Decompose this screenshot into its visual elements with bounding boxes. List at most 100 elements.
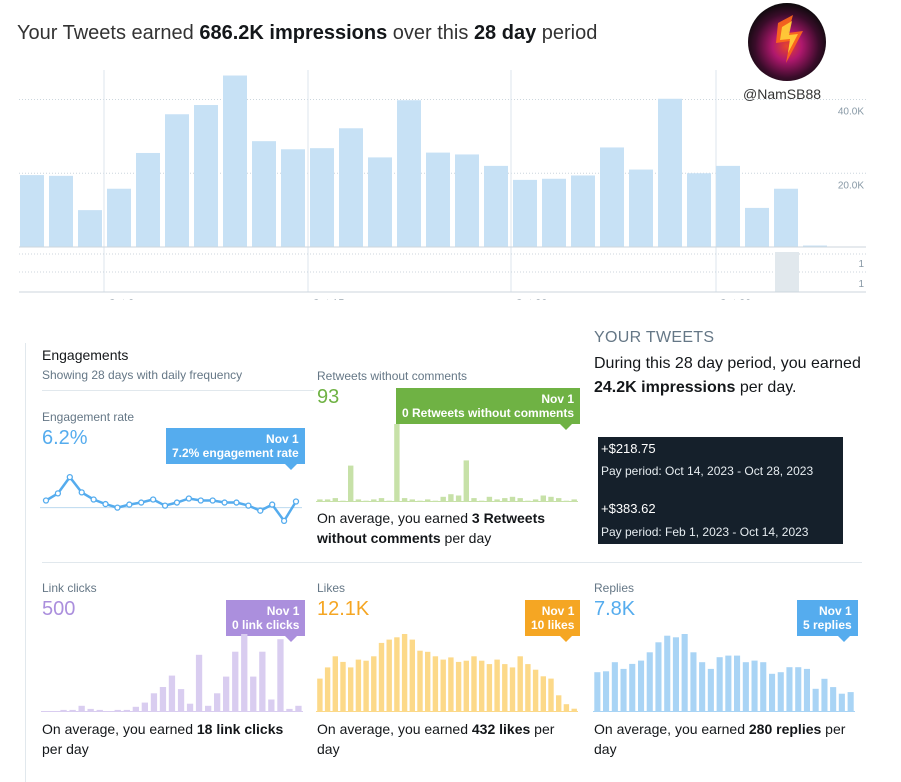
- replies-bar[interactable]: [620, 668, 627, 712]
- impressions-bar[interactable]: [542, 178, 566, 247]
- retweets-bar[interactable]: [394, 424, 400, 502]
- likes-bar[interactable]: [317, 678, 323, 712]
- likes-bar[interactable]: [540, 676, 546, 712]
- link_clicks-bar[interactable]: [223, 676, 230, 712]
- retweets-bar[interactable]: [509, 496, 516, 502]
- engagement-point[interactable]: [149, 496, 157, 503]
- likes-bar[interactable]: [386, 639, 392, 712]
- likes-bar[interactable]: [425, 651, 431, 712]
- replies-bar[interactable]: [734, 655, 741, 712]
- retweets-bar[interactable]: [324, 499, 331, 502]
- impressions-bar[interactable]: [658, 98, 682, 247]
- impressions-bar[interactable]: [223, 75, 247, 247]
- likes-bar[interactable]: [432, 656, 439, 712]
- link_clicks-bar[interactable]: [168, 675, 176, 712]
- impressions-bar[interactable]: [310, 148, 334, 247]
- engagement-point[interactable]: [221, 499, 228, 506]
- impressions-bar[interactable]: [165, 114, 189, 247]
- retweets-bar[interactable]: [486, 496, 493, 502]
- link_clicks-bar[interactable]: [132, 706, 139, 712]
- impressions-bar[interactable]: [745, 207, 769, 247]
- impressions-bar[interactable]: [687, 173, 711, 247]
- likes-bar[interactable]: [479, 660, 485, 712]
- engagement-point[interactable]: [138, 499, 145, 506]
- replies-bar[interactable]: [777, 672, 784, 712]
- link_clicks-bar[interactable]: [250, 676, 257, 712]
- retweets-bar[interactable]: [401, 498, 408, 502]
- impressions-bar[interactable]: [513, 179, 537, 247]
- retweets-bar[interactable]: [317, 499, 323, 502]
- impressions-bar[interactable]: [571, 175, 595, 247]
- retweets-bar[interactable]: [378, 498, 385, 502]
- replies-bar[interactable]: [742, 662, 749, 712]
- link_clicks-bar[interactable]: [259, 651, 266, 712]
- retweets-bar[interactable]: [571, 499, 577, 502]
- impressions-bar[interactable]: [600, 147, 624, 247]
- replies-bar[interactable]: [638, 660, 645, 712]
- profile-handle[interactable]: @NamSB88: [743, 86, 822, 102]
- impressions-bar[interactable]: [426, 152, 450, 247]
- likes-bar[interactable]: [348, 667, 354, 712]
- link_clicks-bar[interactable]: [277, 639, 284, 712]
- likes-bar[interactable]: [502, 664, 508, 712]
- retweets-bar[interactable]: [332, 498, 338, 502]
- retweets-bar[interactable]: [548, 496, 554, 502]
- retweets-bar[interactable]: [348, 465, 354, 502]
- retweets-bar[interactable]: [556, 498, 562, 502]
- likes-bar[interactable]: [324, 667, 331, 712]
- replies-bar[interactable]: [830, 687, 837, 712]
- likes-bar[interactable]: [363, 660, 369, 712]
- engagement-point[interactable]: [114, 504, 121, 511]
- retweets-bar[interactable]: [502, 498, 508, 502]
- replies-bar[interactable]: [812, 688, 819, 712]
- link_clicks-bar[interactable]: [69, 709, 76, 712]
- engagement-point[interactable]: [161, 502, 169, 509]
- engagement-point[interactable]: [269, 501, 276, 508]
- retweets-bar[interactable]: [425, 499, 431, 502]
- likes-bar[interactable]: [378, 642, 385, 712]
- likes-bar[interactable]: [463, 660, 469, 712]
- engagement-point[interactable]: [292, 498, 300, 505]
- link_clicks-bar[interactable]: [295, 705, 302, 712]
- engagement-point[interactable]: [42, 497, 50, 504]
- replies-bar[interactable]: [646, 652, 653, 712]
- likes-bar[interactable]: [556, 695, 562, 712]
- engagement-point[interactable]: [209, 497, 216, 504]
- impressions-bar[interactable]: [397, 100, 421, 247]
- impressions-bar[interactable]: [20, 175, 44, 247]
- engagement-point[interactable]: [245, 502, 252, 509]
- retweets-bar[interactable]: [371, 499, 377, 502]
- link_clicks-bar[interactable]: [141, 702, 148, 712]
- likes-bar[interactable]: [548, 678, 554, 712]
- impressions-bar[interactable]: [49, 175, 73, 247]
- impressions-bar[interactable]: [339, 128, 363, 247]
- replies-bar[interactable]: [707, 668, 714, 712]
- engagement-point[interactable]: [233, 499, 240, 506]
- likes-bar[interactable]: [440, 659, 446, 712]
- replies-bar[interactable]: [803, 668, 810, 712]
- impressions-bar[interactable]: [803, 245, 827, 247]
- likes-bar[interactable]: [409, 639, 415, 712]
- replies-bar[interactable]: [699, 662, 706, 712]
- link_clicks-bar[interactable]: [96, 709, 103, 712]
- impressions-bar[interactable]: [455, 154, 479, 247]
- replies-bar[interactable]: [629, 663, 636, 712]
- likes-bar[interactable]: [371, 656, 377, 712]
- replies-bar[interactable]: [655, 642, 662, 712]
- retweets-bar[interactable]: [409, 499, 415, 502]
- retweets-bar[interactable]: [440, 496, 446, 502]
- impressions-bar[interactable]: [774, 188, 798, 247]
- retweets-bar[interactable]: [355, 499, 362, 502]
- impressions-bar[interactable]: [194, 105, 218, 247]
- link_clicks-bar[interactable]: [286, 708, 293, 712]
- replies-bar[interactable]: [716, 657, 723, 712]
- engagement-point[interactable]: [197, 497, 204, 504]
- replies-bar[interactable]: [821, 678, 828, 712]
- engagement-point[interactable]: [126, 501, 133, 508]
- engagement-point[interactable]: [66, 473, 73, 481]
- likes-bar[interactable]: [571, 708, 577, 712]
- link_clicks-bar[interactable]: [159, 687, 167, 712]
- likes-bar[interactable]: [525, 664, 531, 712]
- likes-bar[interactable]: [340, 661, 346, 712]
- retweets-bar[interactable]: [517, 498, 523, 502]
